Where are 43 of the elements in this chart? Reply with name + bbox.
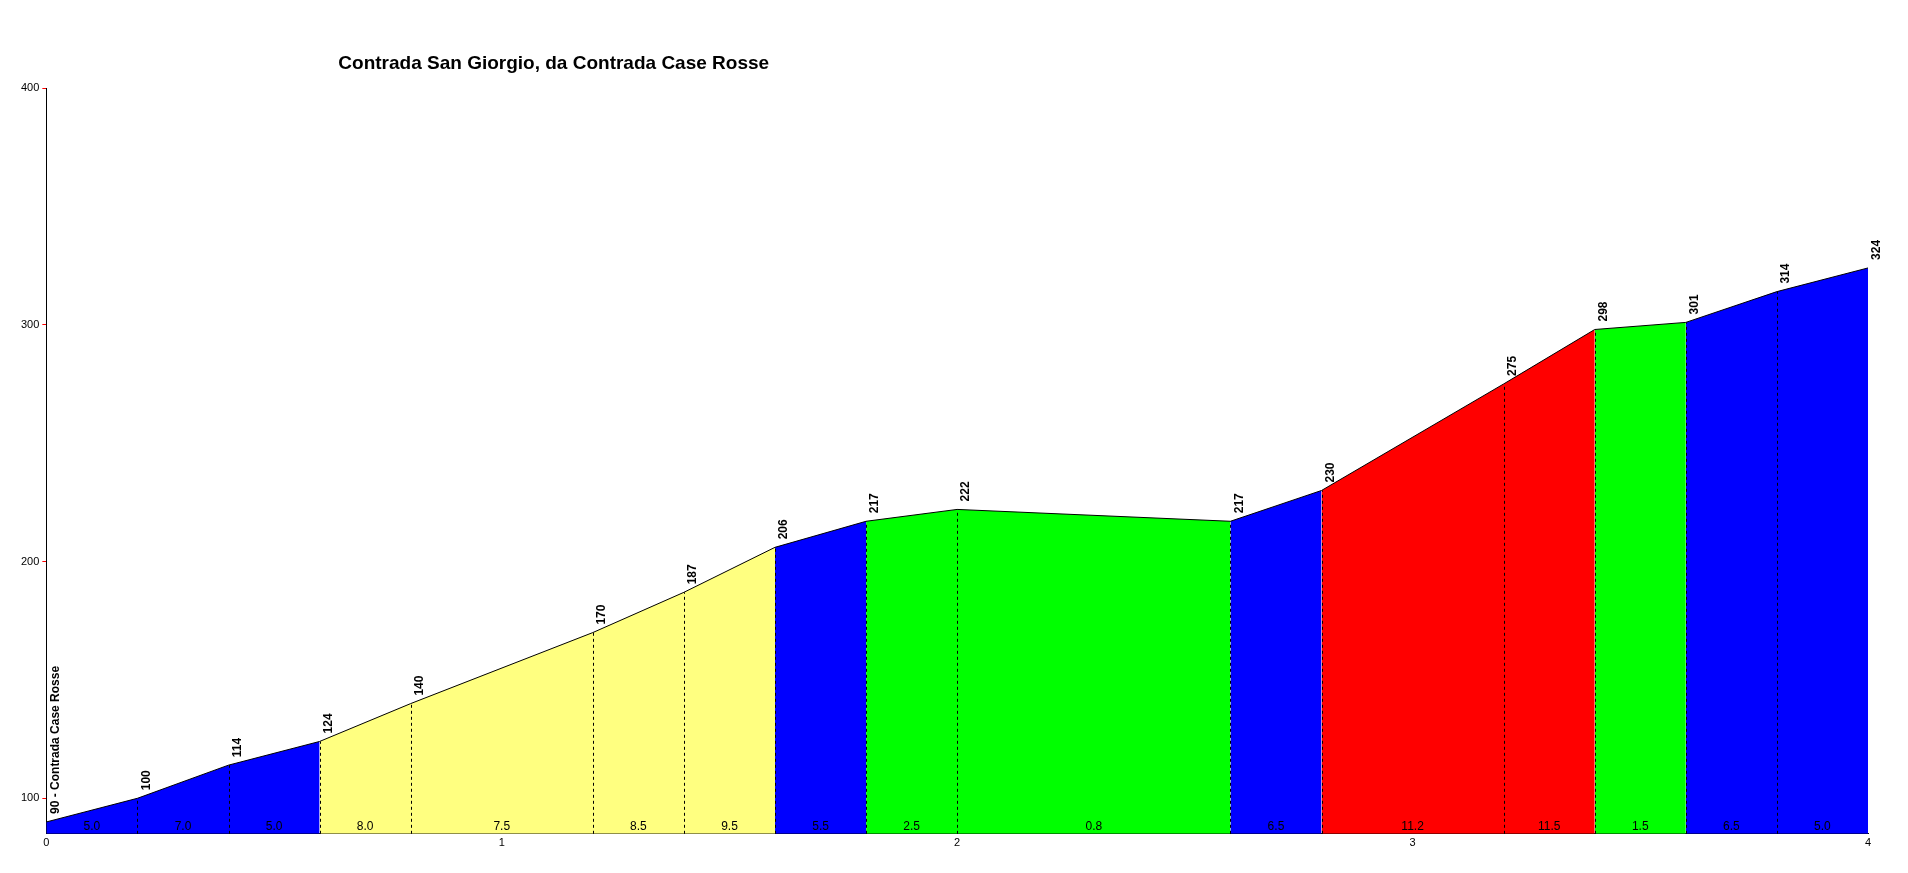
y-tick-label: 100: [20, 791, 40, 804]
annotation: 9.5: [721, 819, 739, 834]
annotation: 11.5: [1537, 819, 1561, 834]
data-label: 114: [229, 737, 244, 758]
annotation: 8.5: [630, 819, 648, 834]
annotation: 11.2: [1401, 819, 1425, 834]
x-tick-label: 0: [43, 836, 50, 849]
x-tick-label: 3: [1409, 836, 1416, 849]
y-tick-label: 400: [20, 81, 40, 94]
data-label: 298: [1596, 301, 1611, 322]
data-label: 206: [776, 518, 791, 540]
data-label: 100: [138, 769, 153, 791]
annotation: 7.0: [174, 819, 192, 834]
annotation: 6.5: [1267, 819, 1285, 834]
annotation: 5.0: [1814, 819, 1832, 834]
data-label: 301: [1687, 294, 1702, 315]
annotation: 1.5: [1631, 819, 1649, 834]
annotation: 5.5: [812, 819, 830, 834]
annotation: 6.5: [1723, 819, 1741, 834]
annotation: 7.5: [493, 819, 511, 834]
data-label: 124: [320, 713, 335, 734]
annotation: 0.8: [1085, 819, 1103, 834]
chart-title: Contrada San Giorgio, da Contrada Case Rosse: [338, 52, 770, 74]
annotation: 5.0: [265, 819, 283, 834]
data-label: 314: [1778, 263, 1793, 284]
annotation: 5.0: [83, 819, 101, 834]
data-label: 170: [594, 604, 609, 625]
x-tick-label: 1: [498, 836, 505, 849]
data-label: 217: [867, 492, 882, 514]
data-label: 230: [1322, 462, 1337, 483]
data-label: 324: [1869, 239, 1884, 260]
data-label: 187: [685, 563, 700, 585]
data-label: 217: [1231, 492, 1246, 514]
y-tick-label: 200: [20, 554, 40, 567]
data-label: 140: [411, 675, 426, 696]
annotation: 2.5: [903, 819, 921, 834]
y-tick-label: 300: [20, 317, 40, 330]
data-label: 90 - Contrada Case Rosse: [47, 665, 62, 814]
x-tick-label: 4: [1864, 836, 1872, 849]
x-tick-label: 2: [954, 836, 961, 849]
data-label: 275: [1504, 355, 1519, 376]
annotation: 8.0: [356, 819, 374, 834]
data-label: 222: [958, 481, 973, 502]
